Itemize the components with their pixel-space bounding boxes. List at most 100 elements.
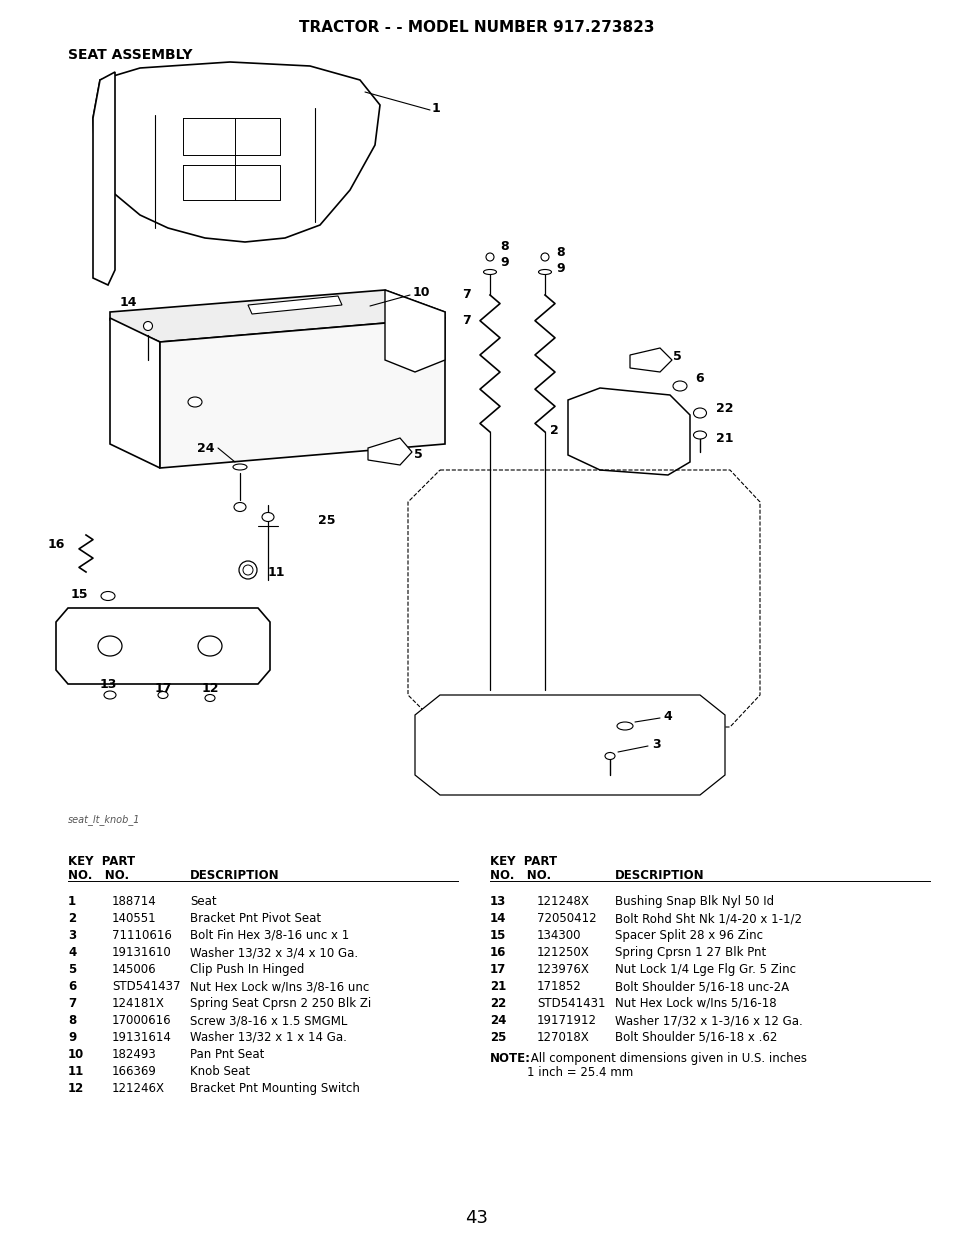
Text: TRACTOR - - MODEL NUMBER 917.273823: TRACTOR - - MODEL NUMBER 917.273823 <box>299 21 654 36</box>
Text: Bolt Shoulder 5/16-18 x .62: Bolt Shoulder 5/16-18 x .62 <box>615 1030 777 1044</box>
Ellipse shape <box>233 502 246 511</box>
Text: 24: 24 <box>197 441 214 455</box>
Text: 21: 21 <box>490 980 506 993</box>
Text: 16: 16 <box>490 946 506 959</box>
Text: 1: 1 <box>432 102 440 114</box>
Text: Spring Cprsn 1 27 Blk Pnt: Spring Cprsn 1 27 Blk Pnt <box>615 946 765 959</box>
Text: STD541431: STD541431 <box>537 997 605 1011</box>
Polygon shape <box>110 317 160 467</box>
Ellipse shape <box>198 636 222 656</box>
Text: 22: 22 <box>716 402 733 414</box>
Text: 16: 16 <box>48 538 65 552</box>
Text: 19131610: 19131610 <box>112 946 172 959</box>
Text: 4: 4 <box>662 709 671 723</box>
Text: 17000616: 17000616 <box>112 1014 172 1027</box>
Text: 121250X: 121250X <box>537 946 589 959</box>
Text: 166369: 166369 <box>112 1065 156 1078</box>
Ellipse shape <box>233 464 247 470</box>
Ellipse shape <box>104 691 116 699</box>
Text: 11: 11 <box>268 565 285 579</box>
Text: Bracket Pnt Mounting Switch: Bracket Pnt Mounting Switch <box>190 1083 359 1095</box>
Ellipse shape <box>239 560 256 579</box>
Text: All component dimensions given in U.S. inches: All component dimensions given in U.S. i… <box>526 1052 806 1065</box>
Ellipse shape <box>485 253 494 260</box>
Text: SEAT ASSEMBLY: SEAT ASSEMBLY <box>68 48 193 62</box>
Text: 123976X: 123976X <box>537 963 589 976</box>
Polygon shape <box>160 317 444 467</box>
Text: 13: 13 <box>490 895 506 908</box>
Text: KEY  PART: KEY PART <box>68 856 135 868</box>
Text: 188714: 188714 <box>112 895 156 908</box>
Text: 19171912: 19171912 <box>537 1014 597 1027</box>
Text: Nut Hex Lock w/Ins 5/16-18: Nut Hex Lock w/Ins 5/16-18 <box>615 997 776 1011</box>
Polygon shape <box>92 62 379 242</box>
Ellipse shape <box>143 321 152 331</box>
Polygon shape <box>248 296 341 314</box>
Text: 9: 9 <box>68 1030 76 1044</box>
Ellipse shape <box>158 692 168 698</box>
Text: Washer 17/32 x 1-3/16 x 12 Ga.: Washer 17/32 x 1-3/16 x 12 Ga. <box>615 1014 801 1027</box>
Text: Bolt Fin Hex 3/8-16 unc x 1: Bolt Fin Hex 3/8-16 unc x 1 <box>190 929 349 942</box>
Text: 9: 9 <box>499 257 508 269</box>
Text: 1: 1 <box>68 895 76 908</box>
Text: 5: 5 <box>414 449 422 461</box>
Text: 24: 24 <box>490 1014 506 1027</box>
Polygon shape <box>629 348 671 372</box>
Text: 3: 3 <box>651 738 659 750</box>
Text: DESCRIPTION: DESCRIPTION <box>615 869 704 882</box>
Text: 171852: 171852 <box>537 980 581 993</box>
Text: 7: 7 <box>461 314 470 326</box>
Ellipse shape <box>98 636 122 656</box>
Ellipse shape <box>604 753 615 759</box>
Text: 7: 7 <box>461 289 470 301</box>
Text: Bracket Pnt Pivot Seat: Bracket Pnt Pivot Seat <box>190 911 321 925</box>
Text: Nut Lock 1/4 Lge Flg Gr. 5 Zinc: Nut Lock 1/4 Lge Flg Gr. 5 Zinc <box>615 963 795 976</box>
Text: 3: 3 <box>68 929 76 942</box>
Text: 6: 6 <box>695 372 703 384</box>
Text: 9: 9 <box>556 262 564 274</box>
Text: 12: 12 <box>68 1083 84 1095</box>
Text: 17: 17 <box>490 963 506 976</box>
Text: 10: 10 <box>413 286 430 300</box>
Text: 25: 25 <box>317 513 335 527</box>
Text: 5: 5 <box>672 351 681 363</box>
Text: 17: 17 <box>154 682 172 694</box>
Ellipse shape <box>243 565 253 575</box>
Text: 8: 8 <box>68 1014 76 1027</box>
Text: 8: 8 <box>556 246 564 258</box>
Text: Pan Pnt Seat: Pan Pnt Seat <box>190 1048 264 1061</box>
Text: 6: 6 <box>68 980 76 993</box>
Text: 22: 22 <box>490 997 506 1011</box>
Ellipse shape <box>693 432 706 439</box>
Text: 14: 14 <box>120 295 137 309</box>
Polygon shape <box>56 608 270 684</box>
Text: DESCRIPTION: DESCRIPTION <box>190 869 279 882</box>
Text: 7: 7 <box>68 997 76 1011</box>
Text: 2: 2 <box>68 911 76 925</box>
Text: seat_lt_knob_1: seat_lt_knob_1 <box>68 815 140 826</box>
Ellipse shape <box>672 381 686 391</box>
Text: Bushing Snap Blk Nyl 50 Id: Bushing Snap Blk Nyl 50 Id <box>615 895 773 908</box>
Text: Bolt Rohd Sht Nk 1/4-20 x 1-1/2: Bolt Rohd Sht Nk 1/4-20 x 1-1/2 <box>615 911 801 925</box>
Text: 121246X: 121246X <box>112 1083 165 1095</box>
Text: 140551: 140551 <box>112 911 156 925</box>
Text: 10: 10 <box>68 1048 84 1061</box>
Polygon shape <box>110 290 444 342</box>
Text: 71110616: 71110616 <box>112 929 172 942</box>
Text: 11: 11 <box>68 1065 84 1078</box>
Text: 124181X: 124181X <box>112 997 165 1011</box>
Text: 15: 15 <box>490 929 506 942</box>
Ellipse shape <box>483 269 496 274</box>
Text: 134300: 134300 <box>537 929 581 942</box>
Ellipse shape <box>101 591 115 600</box>
Polygon shape <box>385 290 444 372</box>
Text: 43: 43 <box>465 1209 488 1228</box>
Text: 8: 8 <box>499 241 508 253</box>
Text: 1 inch = 25.4 mm: 1 inch = 25.4 mm <box>526 1066 633 1079</box>
Ellipse shape <box>693 408 706 418</box>
Text: 72050412: 72050412 <box>537 911 596 925</box>
Ellipse shape <box>540 253 548 260</box>
Text: 182493: 182493 <box>112 1048 156 1061</box>
Text: 19131614: 19131614 <box>112 1030 172 1044</box>
Ellipse shape <box>537 269 551 274</box>
